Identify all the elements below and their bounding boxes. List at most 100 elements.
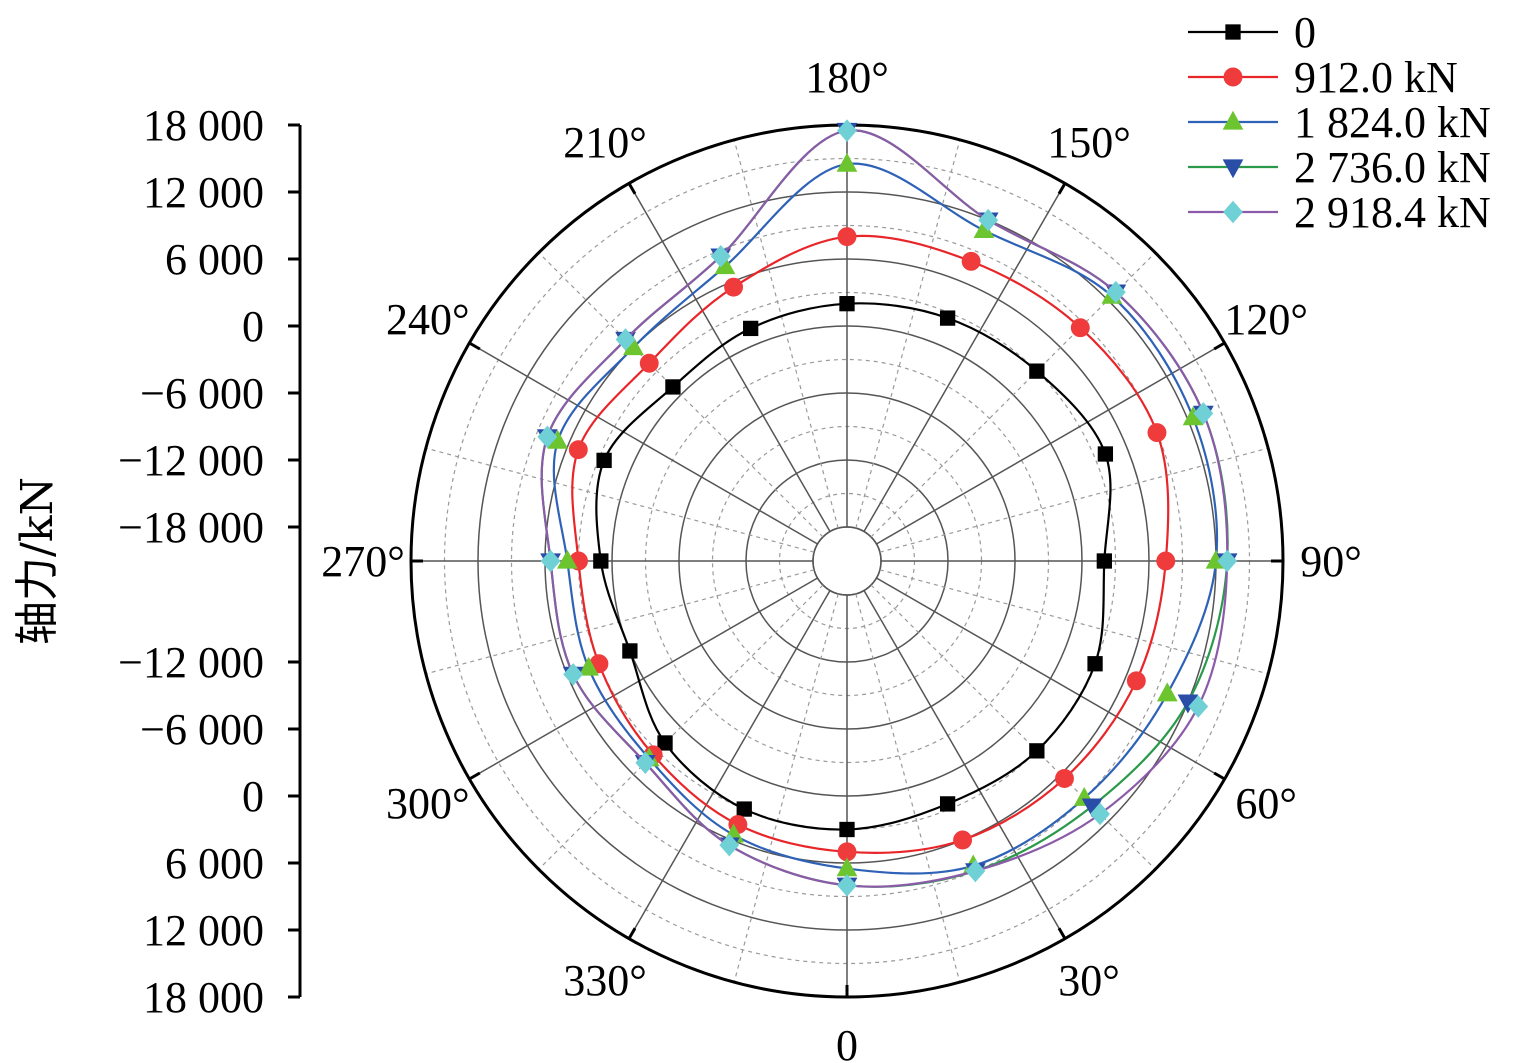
legend-marker (1222, 110, 1244, 130)
data-point (973, 219, 995, 239)
grid-spoke-minor (733, 593, 839, 983)
series-line (552, 162, 1219, 875)
data-point (839, 296, 855, 312)
series-layer (537, 119, 1238, 897)
data-point (1193, 402, 1214, 425)
grid-spoke-minor (855, 593, 961, 983)
legend-entry: 0 (1188, 8, 1316, 57)
data-point (978, 208, 999, 232)
grid-spoke-minor (879, 569, 1269, 675)
grid-spoke-major (876, 577, 1225, 780)
data-point (1097, 446, 1114, 462)
angle-label: 330° (563, 956, 647, 1005)
data-point (1217, 549, 1238, 573)
radial-tick-label: 18 000 (143, 973, 264, 1022)
outer-tick (1213, 341, 1226, 351)
legend-label: 0 (1294, 8, 1316, 57)
outer-tick (1057, 927, 1067, 940)
radial-tick-label: −12 000 (118, 638, 264, 687)
data-point (939, 310, 956, 326)
data-point (537, 425, 558, 449)
radial-tick-label: −6 000 (140, 369, 264, 418)
data-point (714, 255, 736, 275)
outer-tick (627, 182, 637, 195)
data-point (1055, 769, 1074, 788)
grid-spoke-minor (879, 447, 1269, 553)
radial-axis: 18 000 12 000 6 000 0 −6 000 −12 000 −18 000 −1… (118, 101, 302, 1022)
data-point (743, 320, 759, 337)
grid-spoke-major (628, 590, 831, 939)
data-point (953, 830, 973, 850)
data-point (578, 656, 599, 676)
series-3 (537, 122, 1238, 897)
radial-tick-label: 6 000 (165, 235, 264, 284)
grid-spoke-minor (425, 569, 815, 675)
angle-label: 240° (386, 295, 470, 344)
outer-tick (468, 771, 481, 781)
y-axis-title: 轴力/kN (12, 477, 63, 645)
legend-label: 912.0 kN (1294, 53, 1458, 102)
grid-spoke-major (469, 577, 818, 780)
data-point (593, 553, 609, 569)
data-point (1182, 406, 1204, 426)
angle-label: 270° (321, 537, 405, 586)
outer-tick (1057, 182, 1067, 195)
grid-spoke-minor (538, 584, 824, 870)
data-point (961, 251, 981, 271)
data-point (1087, 656, 1103, 672)
data-point (965, 859, 986, 883)
grid-spoke-minor (538, 252, 824, 538)
data-point (1188, 695, 1209, 718)
angle-label: 90° (1300, 537, 1362, 586)
data-point (837, 842, 857, 862)
legend-entry: 1 824.0 kN (1188, 98, 1491, 147)
radial-tick-label: 18 000 (143, 101, 264, 150)
data-point (635, 751, 656, 774)
data-point (540, 549, 561, 573)
grid-major-circle (812, 526, 882, 596)
data-point (1177, 694, 1199, 714)
angle-label: 180° (805, 53, 889, 102)
data-point (665, 379, 681, 395)
radial-tick-label: 0 (242, 302, 264, 351)
grid-spoke-minor (870, 252, 1156, 538)
legend-marker (1222, 159, 1244, 179)
legend-marker (1225, 24, 1241, 40)
data-point (836, 152, 858, 172)
data-point (556, 549, 578, 569)
grid-spoke-major (628, 183, 831, 532)
grid-spoke-minor (855, 139, 961, 529)
legend-label: 2 918.4 kN (1294, 188, 1491, 237)
grid-spoke-minor (425, 447, 815, 553)
data-point (1126, 671, 1146, 691)
legend-entry: 912.0 kN (1188, 53, 1458, 102)
data-point (837, 227, 857, 247)
data-point (1081, 798, 1103, 818)
legend-entry: 2 918.4 kN (1188, 188, 1491, 237)
series-line (540, 129, 1229, 888)
data-point (736, 801, 752, 817)
data-point (839, 821, 855, 838)
radial-tick-label: 12 000 (143, 906, 264, 955)
angle-label: 0 (836, 1021, 858, 1063)
angle-labels: 0 30° 60° 90° 120° 150° 180° 210° 240° 270° 300° 33… (321, 53, 1362, 1063)
data-point (1029, 743, 1045, 759)
radial-tick-label: 6 000 (165, 839, 264, 888)
legend-marker (1223, 67, 1243, 87)
angle-label: 150° (1047, 118, 1131, 167)
data-point (563, 663, 584, 686)
data-point (1070, 318, 1090, 338)
grid-spoke-major (469, 342, 818, 545)
data-point (1156, 551, 1176, 571)
outer-tick (627, 927, 637, 940)
data-point (1105, 280, 1126, 304)
angle-label: 120° (1224, 295, 1308, 344)
data-point (568, 440, 588, 460)
data-point (615, 328, 636, 351)
legend-label: 1 824.0 kN (1294, 98, 1491, 147)
outer-tick (468, 341, 481, 351)
radial-tick-label: 12 000 (143, 168, 264, 217)
data-point (719, 833, 740, 857)
data-point (836, 857, 858, 877)
